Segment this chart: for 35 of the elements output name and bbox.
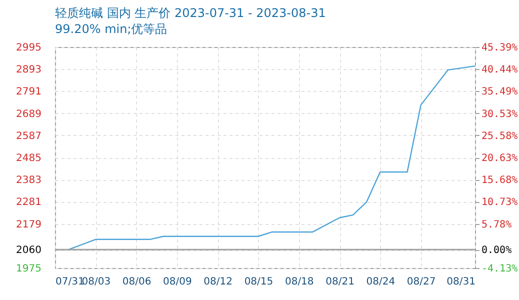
x-tick-label: 08/15 xyxy=(244,276,274,288)
y-tick-label: 1975 xyxy=(16,264,42,274)
y-tick-label: 2995 xyxy=(16,42,42,54)
y-tick-label: 2893 xyxy=(16,64,42,76)
y-tick-label: 2281 xyxy=(16,197,42,208)
y-tick-label: 2383 xyxy=(16,175,42,186)
y-tick-label: 2791 xyxy=(16,86,42,98)
y2-tick-label: 5.78% xyxy=(482,219,512,230)
y2-tick-label: 20.63% xyxy=(482,153,518,164)
chart-title: 轻质纯碱 国内 生产价 2023-07-31 - 2023-08-31 xyxy=(55,6,326,20)
y2-tick-label: 0.00% xyxy=(482,245,512,256)
x-tick-label: 08/18 xyxy=(284,276,314,288)
y-tick-label: 2689 xyxy=(16,108,42,120)
y-tick-label: 2587 xyxy=(16,130,42,142)
x-tick-label: 08/12 xyxy=(204,276,232,288)
x-tick-label: 08/06 xyxy=(122,276,152,288)
chart-subtitle: 99.20% min;优等品 xyxy=(55,22,168,36)
x-tick-label: 08/31 xyxy=(446,276,476,288)
x-tick-label: 08/09 xyxy=(163,276,192,288)
y2-tick-label: 15.68% xyxy=(482,175,518,186)
y2-tick-label: 45.39% xyxy=(482,42,518,54)
y-tick-label: 2179 xyxy=(16,219,42,230)
y2-tick-label: 40.44% xyxy=(482,64,518,76)
y2-tick-label: 25.58% xyxy=(482,130,518,142)
y2-tick-label: 10.73% xyxy=(482,197,518,208)
x-tick-label: 08/27 xyxy=(406,276,436,288)
y2-tick-label: 35.49% xyxy=(482,86,518,98)
y2-tick-label: 30.53% xyxy=(482,108,518,120)
x-tick-label: 07/31 xyxy=(56,276,84,288)
y-tick-label: 2485 xyxy=(16,153,42,164)
x-tick-label: 08/24 xyxy=(366,276,396,288)
y2-tick-label: -4.13% xyxy=(482,264,518,274)
x-tick-label: 08/03 xyxy=(82,276,111,288)
x-tick-label: 08/21 xyxy=(326,276,354,288)
y-tick-label: 2060 xyxy=(16,245,42,256)
